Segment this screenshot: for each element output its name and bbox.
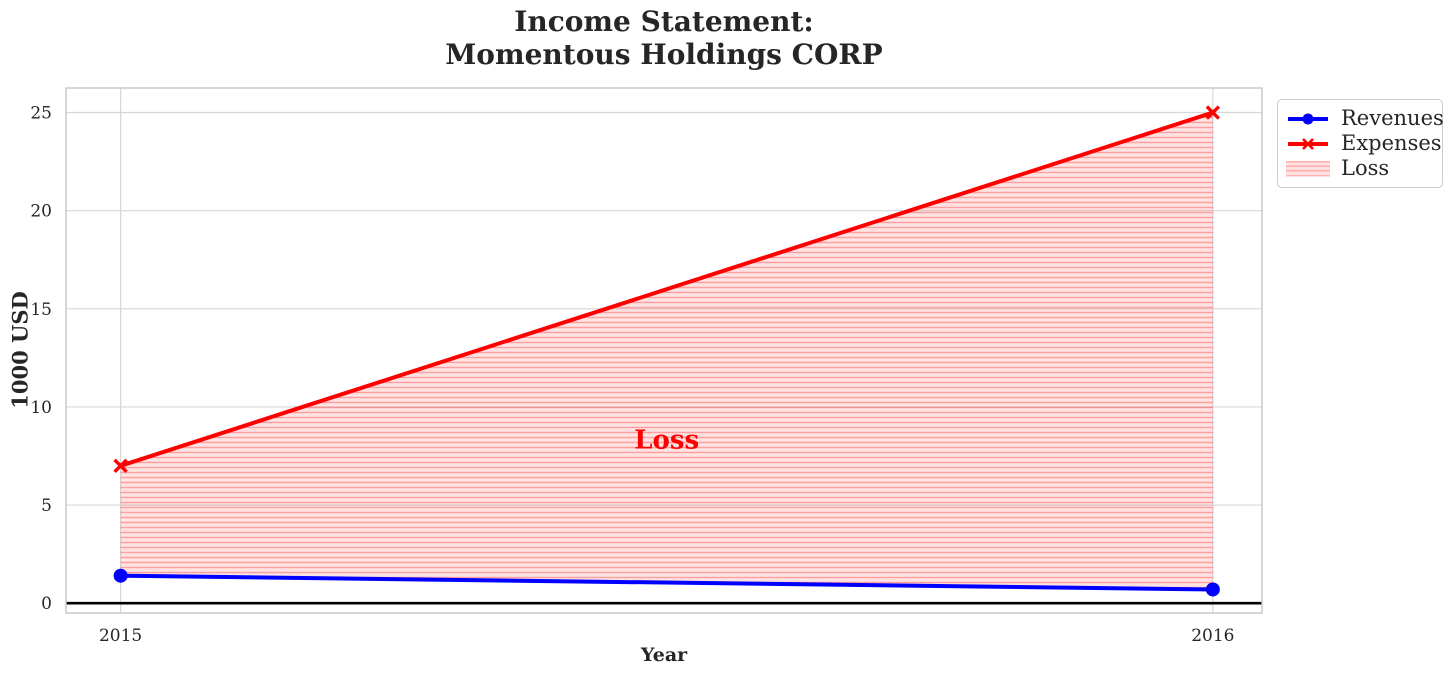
x-tick-label: 2016	[1191, 626, 1234, 646]
y-axis-label: 1000 USD	[7, 291, 33, 409]
loss-hatch-icon	[1286, 160, 1330, 177]
legend-row-expenses: Expenses	[1286, 131, 1442, 156]
expenses-marker	[113, 458, 128, 474]
legend-label-loss: Loss	[1341, 156, 1390, 180]
legend-label-expenses: Expenses	[1341, 131, 1442, 155]
legend-label-revenues: Revenues	[1341, 106, 1444, 130]
expenses-line-icon	[1288, 137, 1328, 150]
revenues-line-icon	[1288, 113, 1328, 124]
y-tick-label: 5	[41, 496, 52, 516]
legend-row-revenues: Revenues	[1286, 106, 1444, 131]
expenses-line	[119, 110, 1214, 468]
revenues-line	[120, 573, 1213, 592]
chart-title: Income Statement: Momentous Holdings COR…	[66, 5, 1262, 71]
chart-title-line-1: Income Statement:	[514, 5, 814, 38]
revenues-marker	[1205, 582, 1220, 597]
revenues-marker	[113, 568, 128, 583]
loss-area	[120, 112, 1213, 590]
x-axis-label: Year	[640, 644, 688, 666]
x-tick-label: 2015	[99, 626, 142, 646]
plot-frame	[65, 87, 1263, 614]
y-tick-label: 10	[30, 398, 52, 418]
y-tick-label: 0	[41, 594, 52, 614]
y-tick-label: 20	[30, 202, 52, 222]
y-tick-label: 15	[30, 300, 52, 320]
loss-annotation: Loss	[634, 425, 699, 455]
expenses-marker	[1205, 105, 1221, 120]
legend-row-loss: Loss	[1286, 156, 1434, 181]
chart-title-line-2: Momentous Holdings CORP	[445, 38, 883, 72]
legend: Revenues Expenses Loss	[1277, 99, 1444, 188]
y-tick-label: 25	[30, 104, 52, 124]
